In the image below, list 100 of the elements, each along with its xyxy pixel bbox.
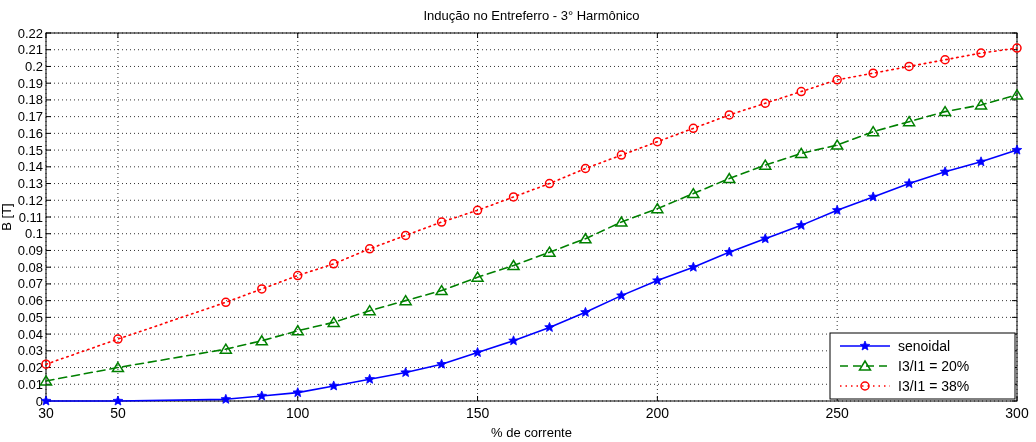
point [580,163,591,174]
y-tick-label: 0.04 [17,326,43,342]
point [938,105,952,117]
point [974,99,988,110]
y-tick-label: 0.17 [17,109,43,125]
y-tick-label: 0.14 [17,159,43,175]
point [975,156,987,167]
point [113,334,123,344]
point [1012,43,1022,53]
point [939,166,951,177]
y-tick-label: 0.01 [17,376,43,392]
y-tick-label: 0.03 [17,343,43,359]
point [111,361,125,373]
point [219,343,233,354]
point [652,136,663,147]
point [579,233,592,244]
point [543,246,556,257]
point [220,393,231,404]
x-tick-label: 100 [286,405,310,421]
point [327,316,340,328]
point [255,335,269,346]
y-tick-label: 0.19 [17,75,43,91]
point [832,75,842,85]
point [472,347,483,357]
x-tick-label: 300 [1005,405,1029,421]
y-axis-title: B [T] [0,203,14,231]
point [256,390,267,401]
point [688,123,699,134]
point [363,304,376,316]
point [400,230,411,241]
point [794,147,808,159]
y-tick-label: 0.2 [24,59,43,74]
y-tick-label: 0.21 [17,42,43,58]
x-tick-label: 250 [825,405,850,421]
point [866,125,880,137]
point [436,217,447,227]
point [724,246,735,257]
point [435,284,448,296]
y-tick-label: 0.16 [17,125,43,141]
point [902,115,916,127]
point [472,205,483,216]
point [292,270,303,281]
y-tick-label: 0.09 [17,243,43,258]
x-tick-label: 200 [645,405,670,421]
point [436,358,447,369]
point [328,380,339,391]
point [544,322,555,332]
point [868,68,878,78]
point [832,204,843,215]
point [471,271,484,282]
point [688,261,699,272]
point [399,294,412,306]
point [1010,89,1024,100]
point [724,110,735,120]
point [652,275,663,286]
point [257,284,267,294]
x-tick-label: 50 [110,405,126,421]
point [687,187,700,199]
point [615,216,628,227]
point [903,178,915,188]
y-tick-label: 0.08 [17,259,43,275]
point [904,61,914,72]
legend-label: I3/I1 = 38% [898,377,970,394]
point [651,202,664,214]
point [507,259,520,271]
point [940,55,950,65]
y-tick-label: 0.13 [17,176,43,192]
y-tick-label: 0.15 [17,142,43,158]
y-tick-label: 0.22 [17,25,43,41]
point [364,373,375,384]
x-tick-label: 150 [465,405,490,421]
point [112,395,124,406]
legend-label: I3/I1 = 20% [898,357,970,374]
y-tick-label: 0.07 [17,276,43,292]
point [760,98,771,109]
point [830,139,844,150]
point [796,86,806,97]
point [759,159,772,170]
legend-label: senoidal [898,337,951,354]
y-tick-label: 0.02 [17,360,43,376]
point [723,172,736,184]
point [616,290,627,301]
point [796,219,807,230]
point [976,48,986,58]
point [580,306,591,317]
y-tick-label: 0.18 [17,92,43,108]
point [760,233,771,244]
y-tick-label: 0.05 [17,309,43,325]
point [508,192,519,202]
point [544,178,555,189]
point [292,387,303,398]
point [328,259,339,269]
point [291,325,304,336]
y-tick-label: 0.1 [24,226,43,242]
point [508,335,519,346]
x-axis-title: % de corrente [491,425,572,440]
chart-title: Indução no Entreferro - 3° Harmônico [423,8,640,23]
point [1011,144,1023,155]
y-tick-label: 0.06 [17,293,43,309]
point [221,297,231,308]
